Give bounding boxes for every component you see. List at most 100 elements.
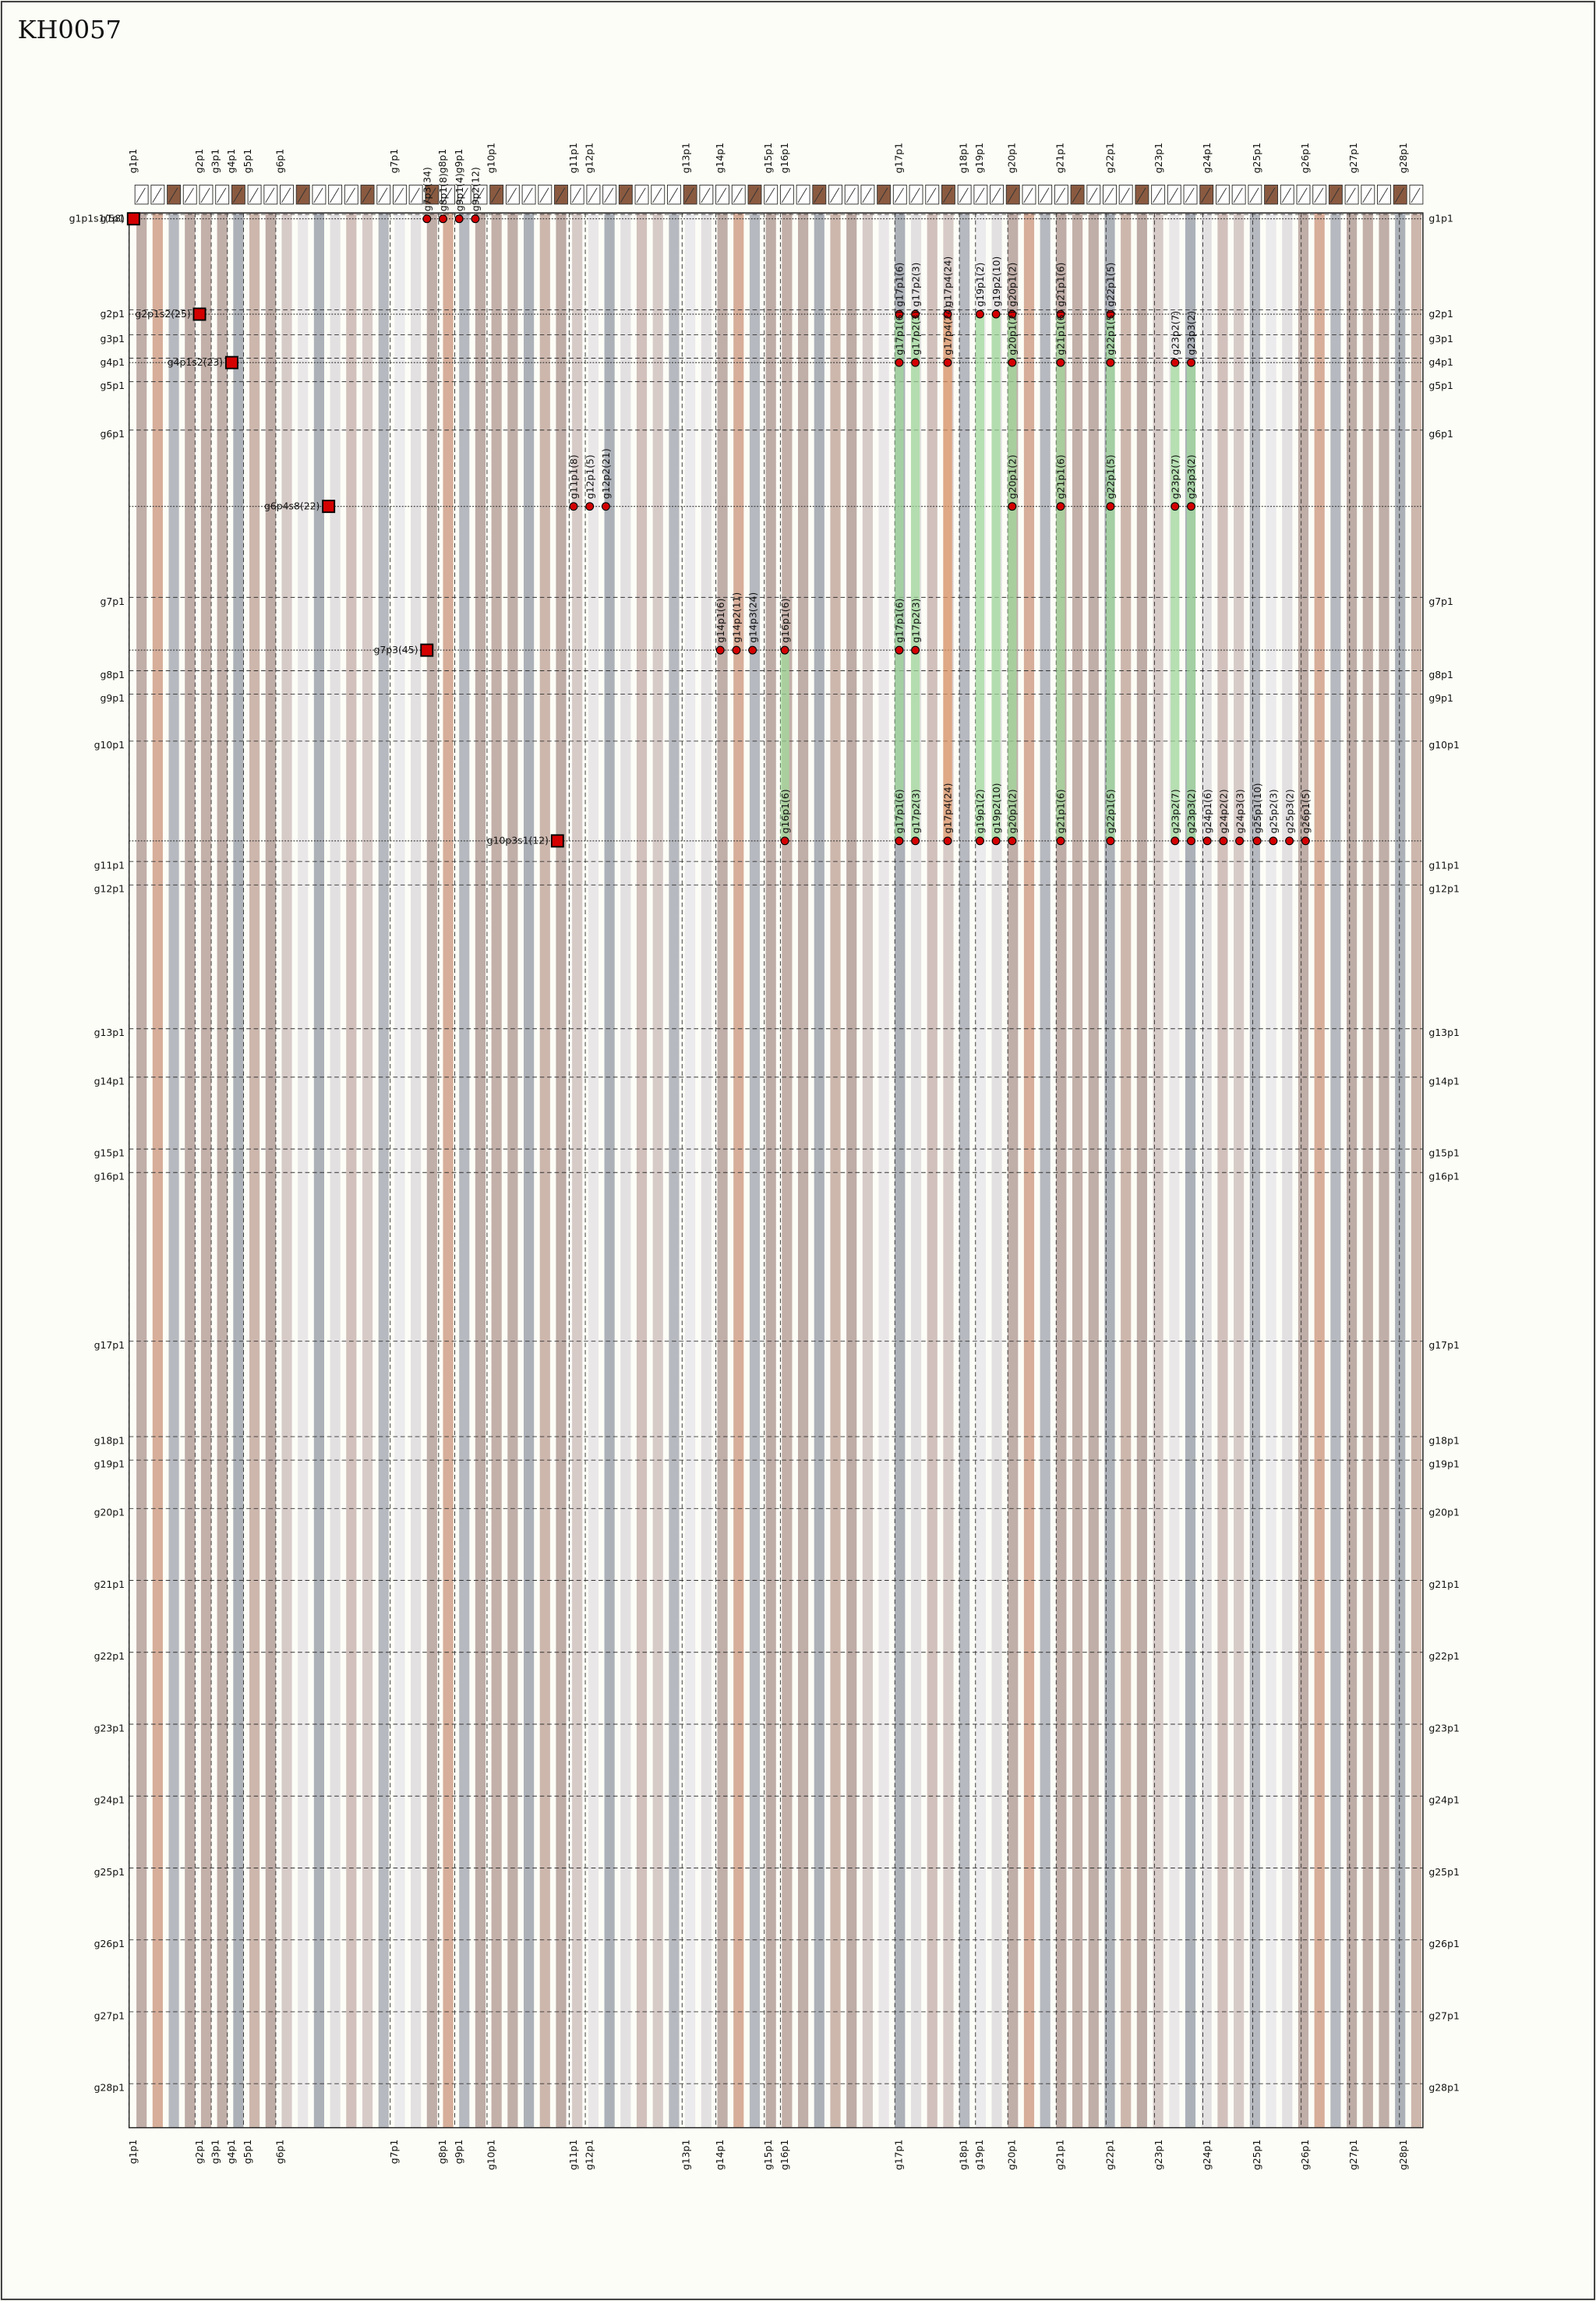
row-label-right: g26p1: [1428, 1938, 1459, 1949]
dot-label: g19p2(10): [990, 783, 1002, 834]
dot-marker: [1008, 309, 1017, 319]
stripe: [1072, 213, 1083, 2128]
dot-marker: [911, 358, 920, 367]
stripe: [556, 213, 567, 2128]
icon-hatch: [184, 187, 194, 203]
square-marker: [224, 355, 238, 369]
stripe: [346, 213, 357, 2128]
dot-label: g19p1(2): [974, 263, 986, 307]
row-label-right: g21p1: [1428, 1578, 1459, 1590]
column-label-bottom: g19p1: [973, 2140, 985, 2170]
stripe: [249, 213, 260, 2128]
icon-hatch: [927, 187, 937, 203]
column-label-top: g25p1: [1251, 143, 1262, 173]
icon-hatch: [878, 187, 888, 203]
icon-hatch: [1040, 187, 1050, 203]
column-label-top: g27p1: [1347, 143, 1359, 173]
icon-hatch: [1216, 187, 1227, 203]
connector: [975, 314, 985, 841]
icon-hatch: [1136, 187, 1146, 203]
stripe: [507, 213, 518, 2128]
icon-hatch: [781, 187, 791, 203]
dot-marker: [991, 309, 1001, 319]
connector: [1106, 314, 1115, 841]
square-label: g4p1s2(23): [168, 356, 223, 368]
dot-label: g21p1(6): [1055, 454, 1067, 499]
stripe: [765, 213, 776, 2128]
connector: [991, 314, 1001, 841]
column-label-top: g5p1: [242, 149, 253, 174]
stripe: [1411, 213, 1421, 2128]
stripe: [459, 213, 470, 2128]
icon-hatch: [1153, 187, 1163, 203]
icon-hatch: [1281, 187, 1291, 203]
icon-hatch: [475, 187, 485, 203]
stripe: [1234, 213, 1245, 2128]
icon-hatch: [830, 187, 840, 203]
connector: [1171, 362, 1180, 841]
row-label-right: g17p1: [1428, 1339, 1459, 1351]
icon-hatch: [1249, 187, 1259, 203]
row-label-left: g13p1: [94, 1027, 125, 1038]
dot-marker: [454, 214, 464, 224]
column-label-top: g3p1: [209, 149, 221, 174]
column-label-top: g6p1: [274, 149, 285, 174]
row-label-left: g1p1: [100, 212, 125, 224]
icon-hatch: [330, 187, 340, 203]
row-label-left: g8p1: [100, 669, 125, 680]
dot-marker: [895, 309, 904, 319]
row-label-right: g7p1: [1428, 596, 1453, 607]
dot-label: g17p1(6): [894, 311, 906, 355]
stripe: [685, 213, 696, 2128]
stripe: [426, 213, 437, 2128]
icon-hatch: [1233, 187, 1243, 203]
icon-hatch: [942, 187, 953, 203]
stripe: [1362, 213, 1373, 2128]
column-label-top: g11p1: [567, 143, 579, 173]
icon-hatch: [458, 187, 468, 203]
row-label-left: g15p1: [94, 1147, 125, 1159]
stripe: [1314, 213, 1325, 2128]
dot-label: g17p2(3): [909, 599, 921, 643]
column-label-bottom: g7p1: [388, 2140, 400, 2165]
stripe: [233, 213, 244, 2128]
row-label-left: g14p1: [94, 1075, 125, 1087]
icon-hatch: [443, 187, 453, 203]
stripe: [1153, 213, 1163, 2128]
square-marker: [322, 500, 336, 514]
dot-label: g9p1(4): [454, 173, 465, 211]
dot-marker: [1171, 358, 1180, 367]
row-label-right: g15p1: [1428, 1147, 1459, 1159]
stripe: [313, 213, 324, 2128]
dot-label: g23p3(2): [1185, 454, 1197, 499]
column-label-top: g4p1: [225, 149, 237, 174]
column-label-top: g13p1: [680, 143, 692, 173]
stripe: [846, 213, 857, 2128]
dot-label: g21p1(6): [1055, 263, 1067, 307]
dot-label: g17p2(3): [909, 789, 921, 833]
connector: [910, 314, 920, 841]
icon-hatch: [959, 187, 969, 203]
square-marker: [550, 834, 564, 848]
column-label-bottom: g16p1: [779, 2140, 790, 2170]
icon-hatch: [1329, 187, 1340, 203]
column-label-bottom: g5p1: [242, 2140, 253, 2165]
icon-hatch: [1104, 187, 1114, 203]
column-label-bottom: g6p1: [274, 2140, 285, 2165]
row-label-right: g14p1: [1428, 1075, 1459, 1087]
column-label-bottom: g14p1: [714, 2140, 726, 2170]
connector: [1008, 314, 1017, 841]
stripe: [749, 213, 761, 2128]
connector: [943, 314, 952, 841]
icon-hatch: [1168, 187, 1178, 203]
dot-label: g17p2(3): [909, 263, 921, 307]
dot-marker: [422, 214, 432, 224]
column-label-top: g28p1: [1397, 143, 1409, 173]
dot-marker: [895, 836, 904, 846]
dot-label: g12p1(5): [584, 454, 595, 499]
dot-marker: [991, 836, 1001, 846]
icon-hatch: [1266, 187, 1276, 203]
stripe: [394, 213, 405, 2128]
icon-hatch: [814, 187, 824, 203]
icon-hatch: [1007, 187, 1017, 203]
